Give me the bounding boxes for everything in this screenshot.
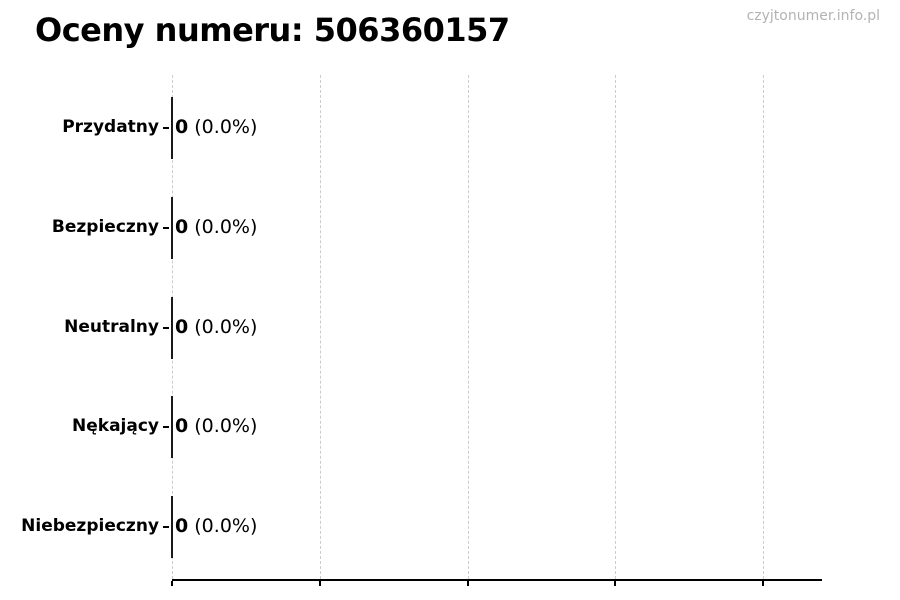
value-percent: (0.0%): [188, 515, 258, 538]
value-label-4: 0 (0.0%): [175, 515, 257, 537]
x-axis-tick: [614, 581, 617, 586]
y-axis-tick: [163, 226, 169, 229]
bar-1: [171, 196, 173, 259]
value-percent: (0.0%): [188, 415, 258, 438]
gridline: [467, 75, 469, 579]
value-count: 0: [175, 515, 189, 538]
value-count: 0: [175, 415, 189, 438]
value-count: 0: [175, 315, 189, 338]
category-label-4: Niebezpieczny: [21, 516, 159, 537]
gridline: [319, 75, 321, 579]
value-percent: (0.0%): [188, 215, 258, 238]
x-axis-tick: [171, 581, 173, 586]
category-label-0: Przydatny: [62, 117, 159, 138]
category-label-3: Nękający: [72, 416, 159, 437]
value-count: 0: [175, 215, 189, 238]
bar-3: [171, 396, 173, 459]
y-axis-tick: [163, 426, 169, 429]
value-label-1: 0 (0.0%): [175, 216, 257, 238]
gridline: [615, 75, 617, 579]
bar-0: [171, 97, 173, 159]
x-axis-tick: [466, 581, 469, 586]
gridline: [763, 75, 764, 579]
x-axis-tick: [762, 581, 764, 586]
bar-4: [171, 496, 173, 558]
y-axis-tick: [163, 127, 169, 129]
value-label-3: 0 (0.0%): [175, 415, 257, 437]
bar-2: [171, 296, 173, 359]
value-count: 0: [175, 116, 189, 139]
value-percent: (0.0%): [188, 315, 258, 338]
y-axis-tick: [163, 326, 169, 329]
value-percent: (0.0%): [188, 116, 258, 139]
category-label-1: Bezpieczny: [51, 216, 159, 237]
y-axis-tick: [163, 526, 169, 528]
category-label-2: Neutralny: [64, 316, 159, 337]
value-label-2: 0 (0.0%): [175, 316, 257, 338]
value-label-0: 0 (0.0%): [175, 116, 257, 138]
chart-title: Oceny numeru: 506360157: [35, 11, 510, 49]
plot-area: Przydatny 0 (0.0%) Bezpieczny 0 (0.0%) Neutr…: [21, 75, 822, 586]
watermark-text: czyjtonumer.info.pl: [746, 8, 880, 24]
x-axis-tick: [318, 581, 321, 586]
